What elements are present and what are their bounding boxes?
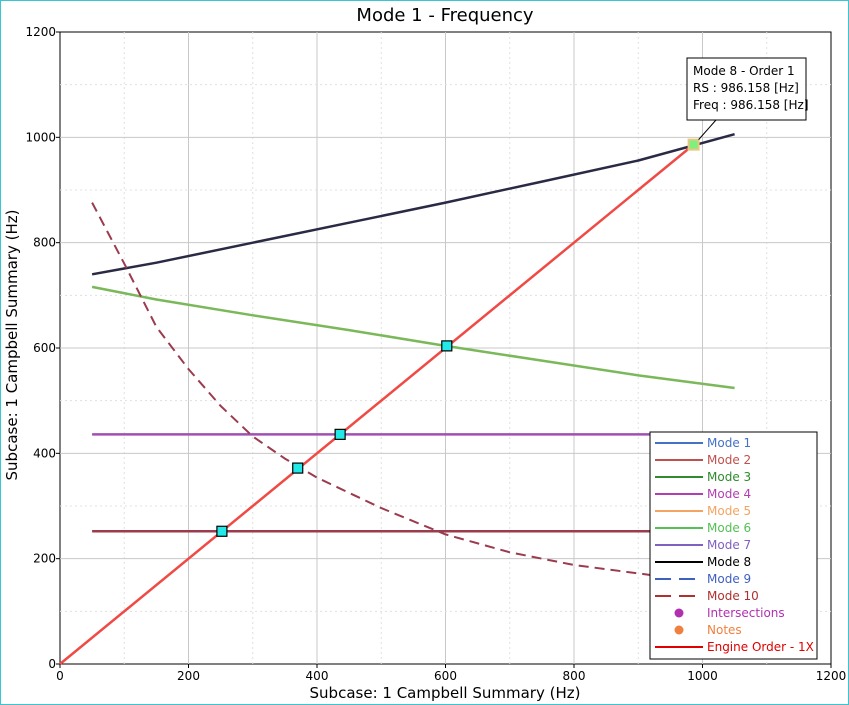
legend-label: Mode 9 [707,572,751,586]
legend-label: Mode 7 [707,538,751,552]
legend-item[interactable]: Mode 3 [655,470,751,484]
note-text-line: RS : 986.158 [Hz] [693,81,799,95]
legend-item[interactable]: Mode 9 [655,572,751,586]
legend-item[interactable]: Mode 6 [655,521,751,535]
legend-item[interactable]: Mode 7 [655,538,751,552]
legend-label: Mode 8 [707,555,751,569]
legend-item[interactable]: Mode 8 [655,555,751,569]
intersection-markers[interactable] [216,138,700,537]
note-text-line: Freq : 986.158 [Hz] [693,98,809,112]
series-line-6 [59,143,695,665]
legend-item[interactable]: Notes [674,623,742,637]
legend-item[interactable]: Intersections [674,606,785,620]
series-line-3 [91,285,735,390]
note-box[interactable] [686,57,807,121]
note-leader-line [698,119,717,140]
series-line-5 [91,202,735,586]
legend-label: Mode 6 [707,521,751,535]
legend-swatch [674,625,684,635]
series-group [59,132,735,665]
legend-label: Mode 1 [707,436,751,450]
note-annotation[interactable]: Mode 8 - Order 1 RS : 986.158 [Hz] Freq : … [686,57,809,140]
legend-label: Mode 3 [707,470,751,484]
legend-item[interactable]: Mode 10 [655,589,759,603]
intersection-marker[interactable] [441,340,453,352]
intersection-marker[interactable] [334,428,346,440]
x-tick-label: 0 [56,669,64,683]
legend-label: Notes [707,623,742,637]
y-tick-label: 200 [33,552,56,566]
legend[interactable]: Mode 1 Mode 2 Mode 3 Mode 4 Mode 5 Mode 6 Mode… [649,431,818,660]
chart-title: Mode 1 - Frequency [356,5,533,26]
legend-item[interactable]: Mode 5 [655,504,751,518]
legend-item[interactable]: Mode 4 [655,487,751,501]
intersection-marker[interactable] [687,138,700,151]
x-tick-label: 600 [434,669,457,683]
x-axis-label: Subcase: 1 Campbell Summary (Hz) [310,684,581,702]
y-tick-label: 1000 [25,130,56,144]
x-tick-label: 800 [563,669,586,683]
y-tick-label: 1200 [25,25,56,39]
legend-item[interactable]: Mode 1 [655,436,751,450]
y-axis-ticks: 0 200 400 600 800 1000 1200 [25,25,60,671]
y-tick-label: 800 [33,236,56,250]
y-tick-label: 0 [48,657,56,671]
intersection-marker[interactable] [216,525,228,537]
x-tick-label: 1200 [816,669,847,683]
x-tick-label: 1000 [687,669,718,683]
x-tick-label: 400 [306,669,329,683]
legend-label: Mode 5 [707,504,751,518]
y-tick-label: 600 [33,341,56,355]
y-tick-label: 400 [33,446,56,460]
legend-label: Mode 4 [707,487,751,501]
legend-label: Mode 2 [707,453,751,467]
legend-item[interactable]: Engine Order - 1X [655,640,814,654]
legend-swatch [674,608,684,618]
x-tick-label: 200 [177,669,200,683]
legend-label: Mode 10 [707,589,759,603]
legend-item[interactable]: Mode 2 [655,453,751,467]
intersection-marker[interactable] [292,462,304,474]
note-text-line: Mode 8 - Order 1 [693,64,795,78]
legend-label: Engine Order - 1X [707,640,814,654]
legend-label: Intersections [707,606,785,620]
y-axis-label: Subcase: 1 Campbell Summary (Hz) [3,210,21,481]
series-line-4 [91,132,735,276]
x-axis-ticks: 0 200 400 600 800 1000 1200 [56,664,846,683]
